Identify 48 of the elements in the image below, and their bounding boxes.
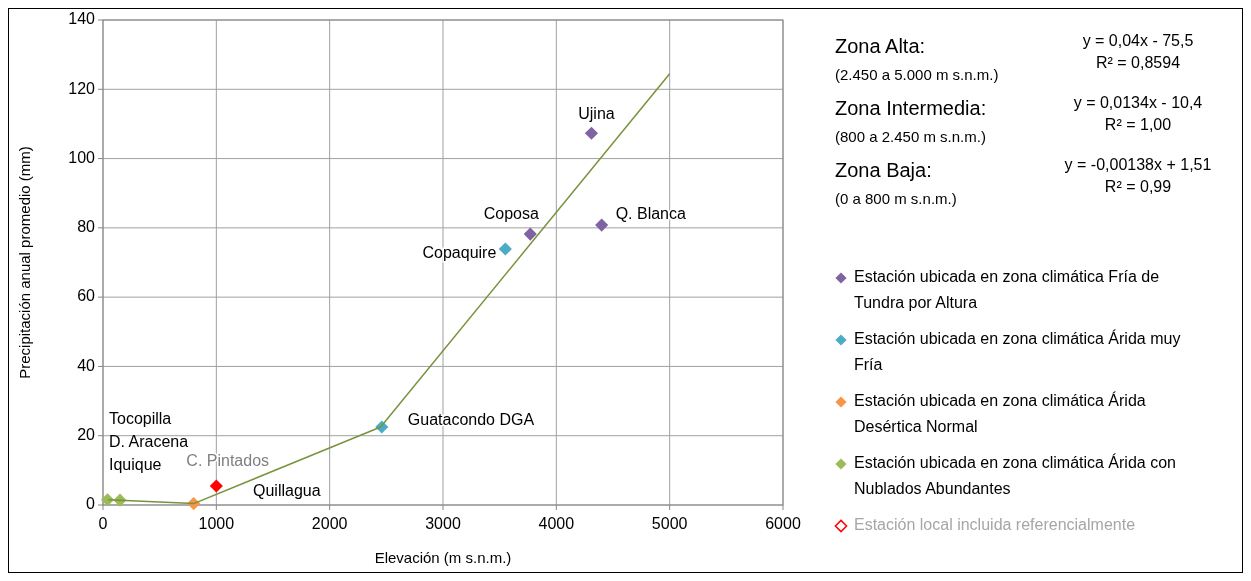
x-tick-label: 3000 — [425, 515, 461, 532]
x-axis-title: Elevación (m s.n.m.) — [374, 549, 512, 566]
y-tick-label: 0 — [86, 495, 96, 513]
y-tick-label: 60 — [77, 287, 96, 305]
point — [209, 479, 223, 493]
text: R² = 1,00 — [1104, 116, 1172, 134]
x-tick-label: 0 — [98, 515, 108, 532]
y-tick-label: 100 — [68, 148, 96, 166]
text: Zona Baja: — [835, 159, 932, 182]
legend-label: Estación local incluida referencialmente — [854, 516, 1136, 534]
annotation: Coposa — [483, 205, 539, 223]
y-tick-label: 80 — [77, 218, 96, 236]
annotation: Ujina — [578, 105, 615, 123]
text: (2.450 a 5.000 m s.n.m.) — [835, 65, 999, 83]
legend-label: Estación ubicada en zona climática Árida muy Fría — [854, 329, 1181, 374]
y-tick-label: 120 — [68, 79, 96, 97]
annotation: Guatacondo DGA — [407, 411, 535, 429]
point — [498, 242, 512, 256]
text: y = 0,0134x - 10,4 — [1073, 94, 1203, 112]
text: Zona Intermedia: — [835, 97, 987, 120]
y-tick-label: 140 — [68, 10, 96, 28]
annotation: Quillagua — [253, 482, 321, 500]
legend-label: Estación ubicada en zona climática Árida Desértica Normal — [854, 391, 1146, 436]
text: (0 a 800 m s.n.m.) — [835, 189, 957, 207]
y-axis-title: Precipitación anual promedio (mm) — [16, 146, 33, 379]
x-tick-label: 4000 — [538, 515, 575, 532]
text: R² = 0,8594 — [1095, 54, 1181, 72]
text: (800 a 2.450 m s.n.m.) — [835, 127, 986, 145]
annotation: Tocopilla — [109, 410, 172, 428]
x-tick-label: 5000 — [651, 515, 688, 532]
y-tick-label: 40 — [77, 356, 96, 374]
y-tick-label: 20 — [77, 425, 96, 443]
annotation: D. Aracena — [109, 433, 189, 451]
x-tick-label: 6000 — [765, 515, 801, 532]
x-tick-label: 2000 — [311, 515, 348, 532]
x-tick-label: 1000 — [198, 515, 235, 532]
text: R² = 0,99 — [1104, 178, 1172, 196]
legend-label: Estación ubicada en zona climática Árida con Nublados Abundantes — [854, 453, 1176, 498]
legend-label: Estación ubicada en zona climática Fría de Tundra por Altura — [854, 268, 1160, 312]
point — [584, 126, 599, 140]
point — [523, 227, 537, 241]
point — [595, 218, 609, 232]
annotation: Iquique — [109, 456, 162, 474]
text: y = -0,00138x + 1,51 — [1064, 156, 1212, 174]
annotation: Copaquire — [422, 244, 497, 262]
text: y = 0,04x - 75,5 — [1082, 32, 1194, 50]
text: Zona Alta: — [835, 35, 926, 58]
annotation: Q. Blanca — [615, 205, 687, 223]
